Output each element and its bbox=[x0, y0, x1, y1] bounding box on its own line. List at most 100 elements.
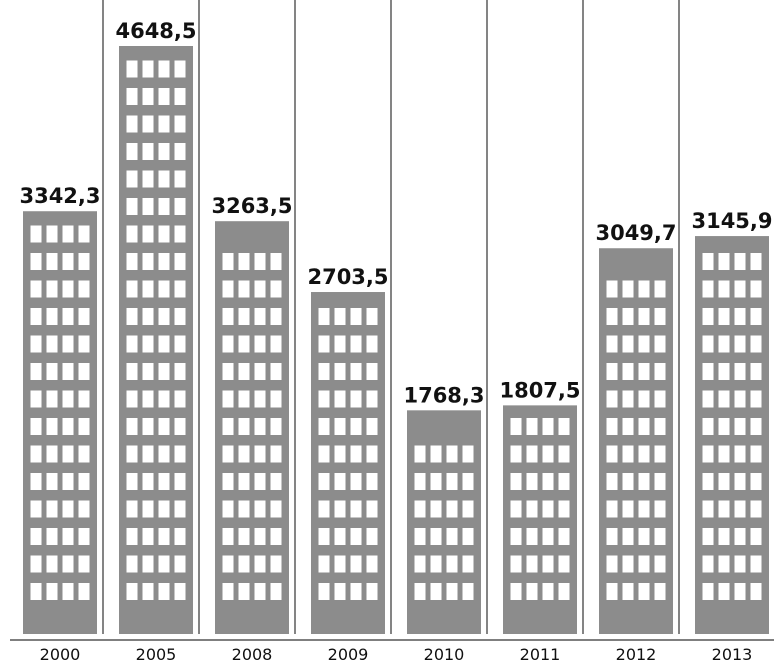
window bbox=[78, 555, 90, 573]
window bbox=[638, 418, 650, 435]
window bbox=[750, 473, 762, 490]
window bbox=[750, 418, 762, 435]
window bbox=[510, 500, 522, 518]
window bbox=[142, 500, 154, 518]
window bbox=[718, 445, 730, 463]
window bbox=[126, 473, 138, 490]
window bbox=[78, 500, 90, 518]
window bbox=[174, 555, 186, 573]
value-label: 1768,3 bbox=[403, 383, 484, 407]
window bbox=[78, 253, 90, 270]
window bbox=[174, 170, 186, 188]
window bbox=[638, 500, 650, 518]
window bbox=[350, 390, 362, 408]
window bbox=[446, 500, 458, 518]
window bbox=[702, 280, 714, 298]
window bbox=[46, 555, 58, 573]
window bbox=[334, 308, 346, 325]
window bbox=[174, 115, 186, 133]
window bbox=[222, 418, 234, 435]
window bbox=[62, 555, 74, 573]
window bbox=[254, 280, 266, 298]
window bbox=[542, 418, 554, 435]
window bbox=[78, 528, 90, 545]
window bbox=[126, 143, 138, 160]
window bbox=[622, 335, 634, 353]
window bbox=[318, 583, 330, 600]
window bbox=[142, 335, 154, 353]
window bbox=[718, 418, 730, 435]
window bbox=[334, 500, 346, 518]
window bbox=[158, 500, 170, 518]
window bbox=[606, 555, 618, 573]
x-tick-label: 2008 bbox=[232, 645, 273, 664]
window bbox=[158, 363, 170, 380]
x-tick-label: 2005 bbox=[136, 645, 177, 664]
window bbox=[718, 390, 730, 408]
window bbox=[126, 583, 138, 600]
window bbox=[622, 280, 634, 298]
window bbox=[222, 335, 234, 353]
window bbox=[334, 473, 346, 490]
window bbox=[638, 528, 650, 545]
window bbox=[462, 528, 474, 545]
window bbox=[542, 473, 554, 490]
window bbox=[718, 473, 730, 490]
window bbox=[510, 583, 522, 600]
window bbox=[142, 60, 154, 78]
window bbox=[350, 308, 362, 325]
window bbox=[174, 335, 186, 353]
window bbox=[430, 583, 442, 600]
window bbox=[350, 445, 362, 463]
window bbox=[270, 280, 282, 298]
window bbox=[510, 418, 522, 435]
window bbox=[750, 500, 762, 518]
window bbox=[334, 390, 346, 408]
window bbox=[270, 445, 282, 463]
value-label: 3145,9 bbox=[691, 209, 772, 233]
window bbox=[702, 473, 714, 490]
window bbox=[46, 583, 58, 600]
window bbox=[126, 253, 138, 270]
window bbox=[254, 308, 266, 325]
window bbox=[462, 500, 474, 518]
window bbox=[142, 225, 154, 243]
window bbox=[702, 308, 714, 325]
window bbox=[238, 473, 250, 490]
window bbox=[46, 445, 58, 463]
window bbox=[238, 363, 250, 380]
window bbox=[62, 528, 74, 545]
window bbox=[446, 445, 458, 463]
window bbox=[542, 528, 554, 545]
window bbox=[222, 308, 234, 325]
window bbox=[734, 528, 746, 545]
window bbox=[254, 390, 266, 408]
x-tick-label: 2010 bbox=[424, 645, 465, 664]
window bbox=[606, 528, 618, 545]
window bbox=[366, 308, 378, 325]
window bbox=[318, 418, 330, 435]
window bbox=[238, 335, 250, 353]
window bbox=[238, 390, 250, 408]
window bbox=[606, 473, 618, 490]
window bbox=[158, 308, 170, 325]
year-labels-group: 2000 2005 2008 2009 2010 2011 2012 2013 bbox=[40, 645, 753, 664]
window bbox=[158, 170, 170, 188]
window bbox=[366, 363, 378, 380]
window bbox=[718, 528, 730, 545]
window bbox=[510, 528, 522, 545]
window bbox=[142, 418, 154, 435]
window bbox=[430, 528, 442, 545]
window bbox=[446, 528, 458, 545]
window bbox=[238, 583, 250, 600]
window bbox=[222, 363, 234, 380]
window bbox=[750, 528, 762, 545]
window bbox=[430, 445, 442, 463]
bar-2011 bbox=[503, 405, 577, 634]
window bbox=[30, 280, 42, 298]
window bbox=[606, 335, 618, 353]
window bbox=[558, 445, 570, 463]
window bbox=[750, 335, 762, 353]
window bbox=[334, 555, 346, 573]
window bbox=[158, 280, 170, 298]
